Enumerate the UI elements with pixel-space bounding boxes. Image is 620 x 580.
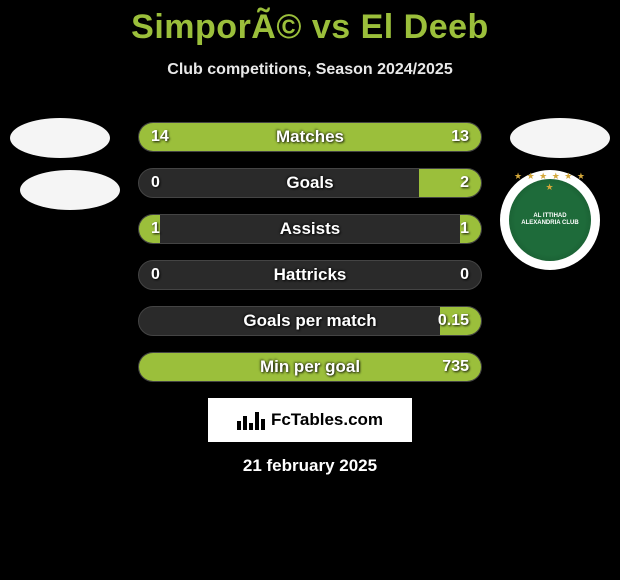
stat-row-matches: 14 Matches 13 (138, 122, 482, 152)
player-left-logo-2 (20, 170, 120, 210)
stat-row-goals-per-match: Goals per match 0.15 (138, 306, 482, 336)
stat-label: Min per goal (139, 353, 481, 381)
page-title: SimporÃ© vs El Deeb (0, 0, 620, 47)
player-left-logo-1 (10, 118, 110, 158)
club-badge-inner: ★ ★ ★ ★ ★ ★ ★ AL ITTIHAD ALEXANDRIA CLUB (509, 179, 591, 261)
stat-val-right: 0.15 (438, 307, 469, 335)
stat-row-goals: 0 Goals 2 (138, 168, 482, 198)
club-badge-text-top: AL ITTIHAD (533, 213, 566, 219)
stat-row-hattricks: 0 Hattricks 0 (138, 260, 482, 290)
stat-val-right: 735 (442, 353, 469, 381)
club-badge-text-bottom: ALEXANDRIA CLUB (521, 220, 578, 226)
stat-row-min-per-goal: Min per goal 735 (138, 352, 482, 382)
stat-label: Goals per match (139, 307, 481, 335)
brand-text: FcTables.com (271, 410, 383, 430)
brand-badge[interactable]: FcTables.com (208, 398, 412, 442)
stat-val-right: 2 (460, 169, 469, 197)
stat-label: Matches (139, 123, 481, 151)
stat-val-right: 1 (460, 215, 469, 243)
stat-val-right: 13 (451, 123, 469, 151)
stats-bars: 14 Matches 13 0 Goals 2 1 Assists 1 0 Ha… (138, 122, 482, 398)
club-badge-stars: ★ ★ ★ ★ ★ ★ ★ (509, 171, 591, 193)
stat-row-assists: 1 Assists 1 (138, 214, 482, 244)
page-subtitle: Club competitions, Season 2024/2025 (0, 61, 620, 79)
stat-label: Goals (139, 169, 481, 197)
stat-val-right: 0 (460, 261, 469, 289)
bar-chart-icon (237, 410, 265, 430)
club-badge: ★ ★ ★ ★ ★ ★ ★ AL ITTIHAD ALEXANDRIA CLUB (500, 170, 600, 270)
stat-label: Assists (139, 215, 481, 243)
club-badge-text: AL ITTIHAD ALEXANDRIA CLUB (521, 213, 578, 227)
stat-label: Hattricks (139, 261, 481, 289)
footer-date: 21 february 2025 (0, 456, 620, 476)
player-right-logo-1 (510, 118, 610, 158)
